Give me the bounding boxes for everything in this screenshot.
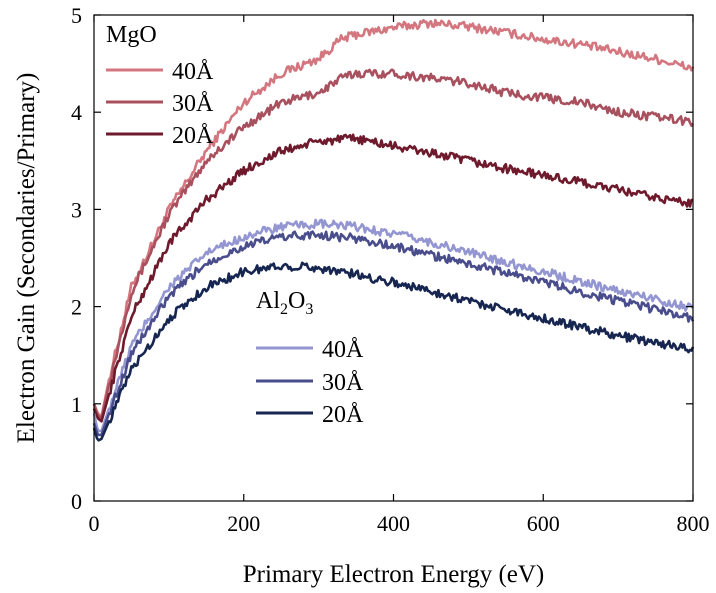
y-tick-label: 4 bbox=[71, 100, 82, 125]
legend-label: 40Å bbox=[322, 337, 364, 363]
x-tick-label: 0 bbox=[89, 511, 100, 536]
legend-title-part: O bbox=[288, 288, 305, 314]
legend: MgO 40Å 30Å 20Å Al2O3 40Å 30Å 20Å bbox=[106, 22, 364, 428]
y-tick-label: 2 bbox=[71, 295, 82, 320]
legend-label: 30Å bbox=[322, 370, 364, 396]
legend-title-subscript: 2 bbox=[280, 301, 288, 318]
y-axis-label: Electron Gain (Secondaries/Primary) bbox=[13, 73, 40, 444]
legend-group: MgO 40Å 30Å 20Å bbox=[106, 22, 214, 149]
y-tick-label: 3 bbox=[71, 197, 82, 222]
x-tick-label: 400 bbox=[377, 511, 410, 536]
y-tick-label: 5 bbox=[71, 3, 82, 28]
series-line bbox=[92, 68, 695, 420]
series-line bbox=[92, 18, 695, 418]
legend-title: MgO bbox=[106, 22, 157, 48]
legend-title: Al2O3 bbox=[256, 288, 313, 318]
x-tick-label: 800 bbox=[677, 511, 710, 536]
legend-label: 40Å bbox=[172, 59, 214, 85]
legend-title-part: Al bbox=[256, 288, 280, 314]
legend-label: 30Å bbox=[172, 91, 214, 117]
legend-title-subscript: 3 bbox=[305, 301, 313, 318]
y-tick-label: 1 bbox=[71, 392, 82, 417]
series-line bbox=[92, 133, 694, 423]
x-tick-label: 600 bbox=[527, 511, 560, 536]
legend-label: 20Å bbox=[322, 402, 364, 428]
ticks-layer bbox=[93, 14, 694, 502]
series-layer bbox=[92, 18, 695, 442]
series-line bbox=[92, 230, 695, 437]
series-line bbox=[92, 218, 694, 433]
legend-title-part: MgO bbox=[106, 22, 157, 48]
x-tick-label: 200 bbox=[227, 511, 260, 536]
legend-label: 20Å bbox=[172, 123, 214, 149]
series-line bbox=[92, 261, 695, 442]
plot-frame bbox=[93, 14, 694, 502]
y-tick-label: 0 bbox=[71, 489, 82, 514]
legend-group: Al2O3 40Å 30Å 20Å bbox=[256, 288, 364, 428]
x-axis-label: Primary Electron Energy (eV) bbox=[243, 561, 545, 588]
